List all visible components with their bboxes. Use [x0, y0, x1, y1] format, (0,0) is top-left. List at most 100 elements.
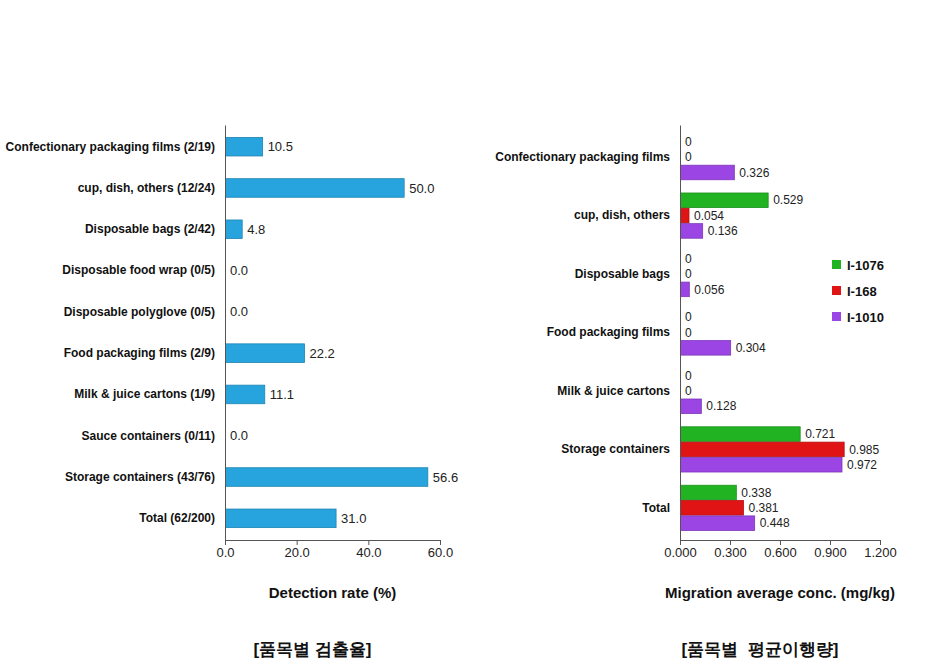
bar — [680, 427, 800, 442]
bar — [225, 509, 336, 528]
tick-label: Food packaging films — [547, 325, 671, 339]
bar — [680, 516, 755, 531]
tick-label: Confectionary packaging films (2/19) — [6, 140, 215, 154]
legend-swatch — [832, 312, 841, 321]
tick: Confectionary packaging films (2/19) — [6, 140, 225, 154]
tick: Food packaging films — [547, 325, 680, 339]
axis-line — [225, 126, 226, 541]
tick: Total — [642, 501, 680, 515]
bar — [225, 179, 404, 198]
data-label: 31.0 — [341, 511, 366, 526]
tick: 20.0 — [285, 540, 310, 560]
tick: 40.0 — [356, 540, 381, 560]
tick: Food packaging films (2/9) — [64, 346, 225, 360]
bar — [680, 282, 689, 297]
tick: Storage containers — [561, 442, 680, 456]
tick-label: Total (62/200) — [139, 511, 215, 525]
y-axis: Confectionary packaging films (2/19) cup,… — [6, 126, 226, 541]
tick-label: Sauce containers (0/11) — [82, 429, 215, 443]
tick-label: Storage containers — [561, 442, 670, 456]
tick: Milk & juice cartons — [557, 384, 680, 398]
bar — [225, 137, 263, 156]
tick-label: Disposable bags — [575, 267, 671, 281]
data-label: 0.056 — [694, 283, 724, 297]
tick: 0.600 — [764, 540, 797, 560]
data-label: 0.136 — [708, 224, 738, 238]
data-label: 0 — [685, 252, 692, 266]
tick: Storage containers (43/76) — [65, 470, 225, 484]
tick: Disposable food wrap (0/5) — [62, 263, 225, 277]
tick-label: Storage containers (43/76) — [65, 470, 215, 484]
tick-label: Food packaging films (2/9) — [64, 346, 215, 360]
data-label: 4.8 — [247, 222, 265, 237]
legend: I-1076 I-168 I-1010 — [832, 258, 884, 325]
data-label: 56.6 — [433, 470, 458, 485]
tick-label: cup, dish, others (12/24) — [78, 181, 215, 195]
legend-label: I-1076 — [847, 258, 884, 273]
bar — [680, 224, 703, 239]
data-label: 0 — [685, 267, 692, 281]
data-label: 10.5 — [268, 139, 293, 154]
data-label: 0.985 — [849, 443, 879, 457]
legend-swatch — [832, 286, 841, 295]
tick: 60.0 — [428, 540, 453, 560]
axis-title: Migration average conc. (mg/kg) — [665, 584, 895, 601]
plot-area — [225, 137, 428, 527]
chart: 10.550.04.80.00.022.211.10.056.631.00.02… — [6, 126, 459, 660]
tick: Confectionary packaging films — [495, 150, 680, 164]
chart-title: [품목별 평균이행량] — [682, 640, 839, 659]
tick: 0.300 — [714, 540, 747, 560]
tick: Disposable bags — [575, 267, 680, 281]
data-label: 0 — [685, 384, 692, 398]
tick-label: 0.900 — [814, 545, 847, 560]
data-label: 0.529 — [773, 193, 803, 207]
tick: Sauce containers (0/11) — [82, 429, 225, 443]
legend-label: I-1010 — [847, 310, 884, 325]
bar — [680, 399, 701, 414]
tick: Disposable polyglove (0/5) — [64, 305, 225, 319]
tick-label: 0.600 — [764, 545, 797, 560]
data-label: 0.338 — [741, 486, 771, 500]
tick: 0.900 — [814, 540, 847, 560]
data-label: 0 — [685, 150, 692, 164]
tick: cup, dish, others — [574, 208, 680, 222]
data-label: 0.0 — [230, 428, 248, 443]
data-label: 0.721 — [805, 427, 835, 441]
x-axis: 0.0 20.0 40.0 60.0 — [216, 540, 453, 560]
tick-label: 60.0 — [428, 545, 453, 560]
data-label: 0 — [685, 369, 692, 383]
tick-label: Disposable food wrap (0/5) — [62, 263, 215, 277]
tick-label: Confectionary packaging films — [495, 150, 670, 164]
bar — [225, 344, 305, 363]
tick-label: cup, dish, others — [574, 208, 670, 222]
x-axis: 0.0000.3000.6000.9001.200 — [664, 540, 897, 560]
chart-title: [품목별 검출율] — [253, 640, 371, 659]
bar — [225, 468, 428, 487]
plot-area — [680, 165, 844, 530]
tick: Milk & juice cartons (1/9) — [74, 387, 225, 401]
bar — [680, 165, 734, 180]
data-label: 0.128 — [706, 399, 736, 413]
bar — [680, 485, 736, 500]
bar — [680, 208, 689, 223]
data-label: 0.054 — [694, 209, 724, 223]
bar — [225, 220, 242, 239]
data-label: 0.326 — [739, 166, 769, 180]
data-label: 0.972 — [847, 458, 877, 472]
chart-canvas: 10.550.04.80.00.022.211.10.056.631.00.02… — [0, 0, 942, 671]
tick-label: Milk & juice cartons (1/9) — [74, 387, 215, 401]
data-label: 50.0 — [409, 181, 434, 196]
tick: cup, dish, others (12/24) — [78, 181, 225, 195]
legend-label: I-168 — [847, 284, 877, 299]
data-label: 0.0 — [230, 263, 248, 278]
tick-label: 0.0 — [216, 545, 234, 560]
bar — [680, 457, 842, 472]
legend-swatch — [832, 260, 841, 269]
data-label: 22.2 — [310, 346, 335, 361]
tick-label: 20.0 — [285, 545, 310, 560]
data-label: 0.381 — [749, 501, 779, 515]
tick-label: 40.0 — [356, 545, 381, 560]
tick-label: Milk & juice cartons — [557, 384, 670, 398]
bar — [680, 341, 731, 356]
tick-label: Total — [642, 501, 670, 515]
